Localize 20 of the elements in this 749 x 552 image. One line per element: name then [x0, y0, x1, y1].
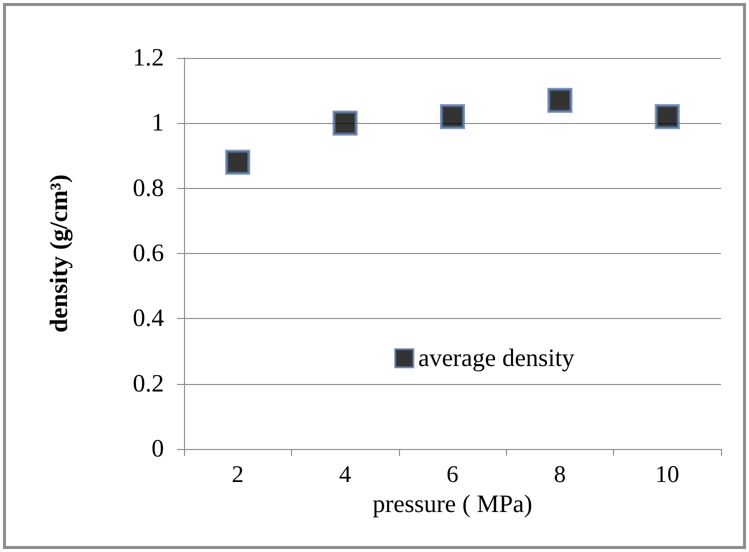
point	[440, 104, 465, 130]
legend-label: average density	[418, 344, 575, 372]
y-tick-label: 0.4	[132, 305, 164, 332]
y-tick-label: 0.2	[132, 370, 164, 398]
x-tick-label: 8	[554, 462, 566, 488]
point	[225, 150, 250, 175]
y-tick-label: 0.8	[132, 174, 164, 202]
x-tick-label: 2	[232, 462, 244, 488]
y-axis-title: density (g/cm³)	[46, 174, 73, 333]
point	[547, 88, 572, 113]
x-tick-label: 10	[655, 462, 680, 488]
y-tick-label: 0.6	[132, 240, 164, 267]
point	[332, 110, 358, 136]
x-tick-label: 6	[446, 462, 458, 488]
y-tick-label: 0	[152, 436, 164, 462]
y-tick-label: 1.2	[132, 44, 164, 72]
x-tick-label: 4	[339, 462, 352, 488]
x-axis-title: pressure ( MPa)	[372, 490, 532, 518]
point	[654, 104, 680, 130]
y-tick-label: 1	[152, 110, 164, 137]
